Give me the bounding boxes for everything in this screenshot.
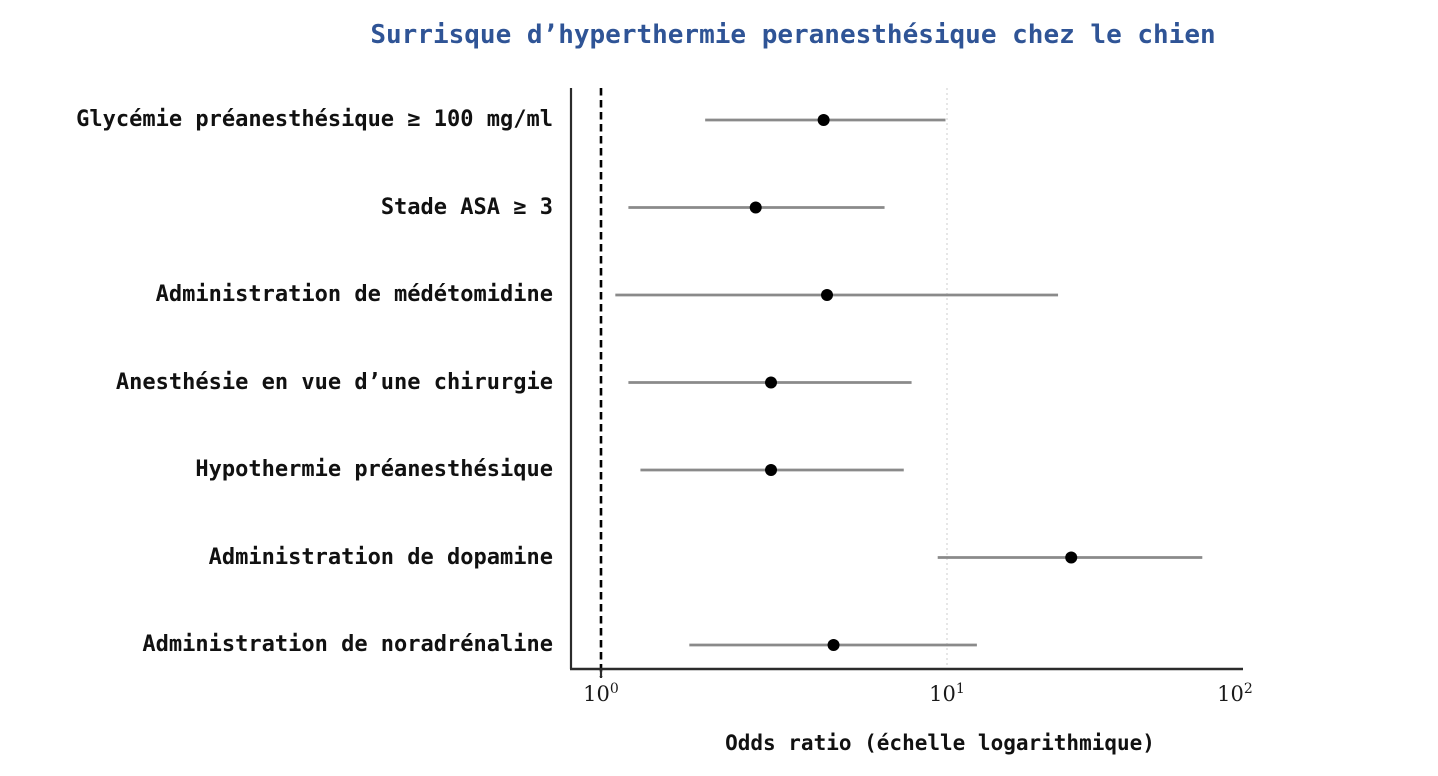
or-point	[749, 201, 762, 214]
or-point	[821, 289, 834, 301]
or-point	[827, 639, 840, 651]
x-axis-title: Odds ratio (échelle logarithmique)	[725, 731, 1155, 755]
row-label: Administration de dopamine	[208, 544, 553, 570]
x-tick-label: 100	[583, 681, 619, 706]
or-point	[765, 464, 778, 476]
or-point	[1065, 551, 1078, 564]
row-label: Glycémie préanesthésique ≥ 100 mg/ml	[76, 107, 553, 132]
x-tick-label: 102	[1217, 681, 1253, 706]
row-label: Hypothermie préanesthésique	[195, 457, 553, 482]
chart-title: Surrisque d’hyperthermie peranesthésique…	[370, 20, 1216, 50]
or-point	[765, 376, 778, 389]
or-point	[817, 114, 830, 126]
row-label: Stade ASA ≥ 3	[380, 194, 553, 220]
row-label: Administration de médétomidine	[155, 282, 553, 307]
row-label: Anesthésie en vue d’une chirurgie	[115, 369, 553, 395]
row-label: Administration de noradrénaline	[142, 632, 553, 657]
x-tick-label: 101	[929, 681, 965, 706]
